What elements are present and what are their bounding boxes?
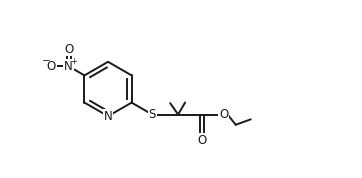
Text: O: O (47, 60, 56, 73)
Text: O: O (219, 108, 228, 121)
Text: N: N (104, 110, 113, 123)
Text: +: + (70, 57, 77, 66)
Text: N: N (64, 60, 73, 73)
Text: S: S (148, 108, 156, 121)
Text: O: O (197, 134, 207, 147)
Text: O: O (64, 43, 73, 56)
Text: −: − (41, 56, 50, 66)
